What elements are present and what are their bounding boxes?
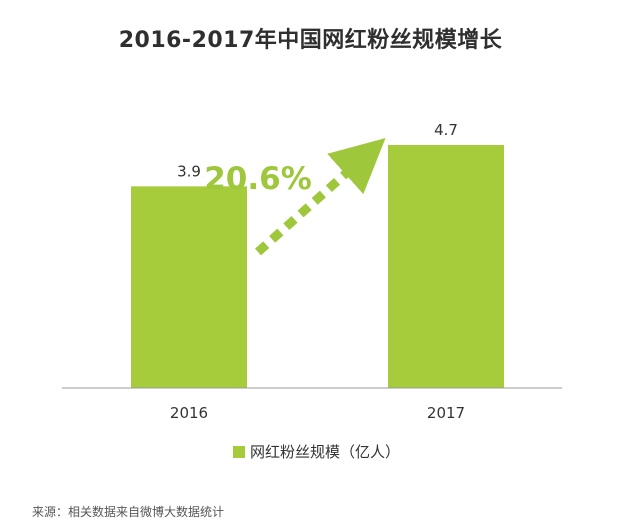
bar-2017 [388,145,504,388]
x-tick-label-2016: 2016 [170,404,208,422]
data-label-2017: 4.7 [434,121,458,139]
growth-label: 20.6% [204,161,312,197]
chart-title: 2016-2017年中国网红粉丝规模增长 [118,28,503,53]
x-tick-label-2017: 2017 [427,404,465,422]
growth-arrow [255,138,386,256]
bar-2016 [131,186,247,388]
source-note: 来源：相关数据来自微博大数据统计 [32,505,225,519]
data-label-2016: 3.9 [177,162,201,180]
legend-label: 网红粉丝规模（亿人） [250,443,400,461]
legend-swatch [233,446,245,458]
